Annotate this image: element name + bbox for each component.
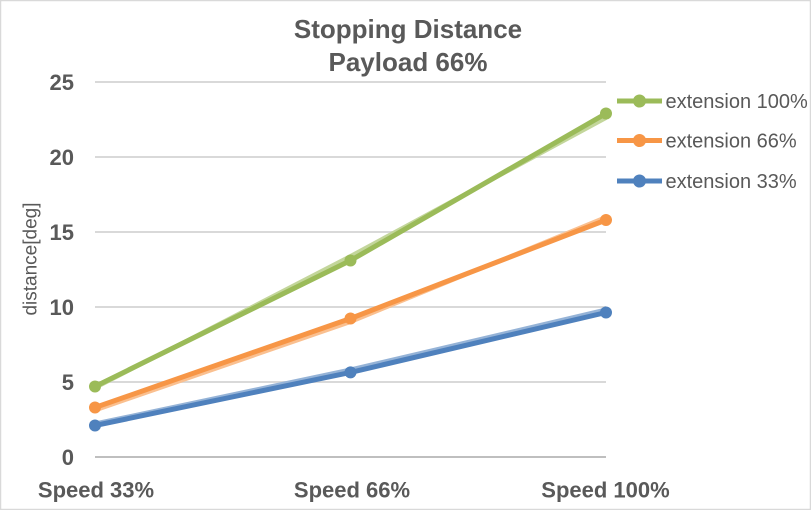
- svg-text:Stopping Distance: Stopping Distance: [294, 14, 522, 44]
- svg-text:Speed 100%: Speed 100%: [541, 478, 669, 503]
- svg-text:Payload 66%: Payload 66%: [329, 47, 488, 77]
- svg-text:extension 100%: extension 100%: [666, 91, 809, 113]
- svg-text:extension 66%: extension 66%: [666, 131, 797, 153]
- svg-text:25: 25: [50, 70, 74, 95]
- svg-text:0: 0: [62, 445, 74, 470]
- svg-text:15: 15: [50, 220, 74, 245]
- svg-text:extension 33%: extension 33%: [666, 171, 797, 193]
- svg-text:20: 20: [50, 145, 74, 170]
- svg-text:distance[deg]: distance[deg]: [21, 202, 42, 315]
- svg-text:5: 5: [62, 370, 74, 395]
- svg-text:Speed 33%: Speed 33%: [38, 478, 154, 503]
- svg-text:10: 10: [50, 295, 74, 320]
- svg-text:Speed 66%: Speed 66%: [294, 478, 410, 503]
